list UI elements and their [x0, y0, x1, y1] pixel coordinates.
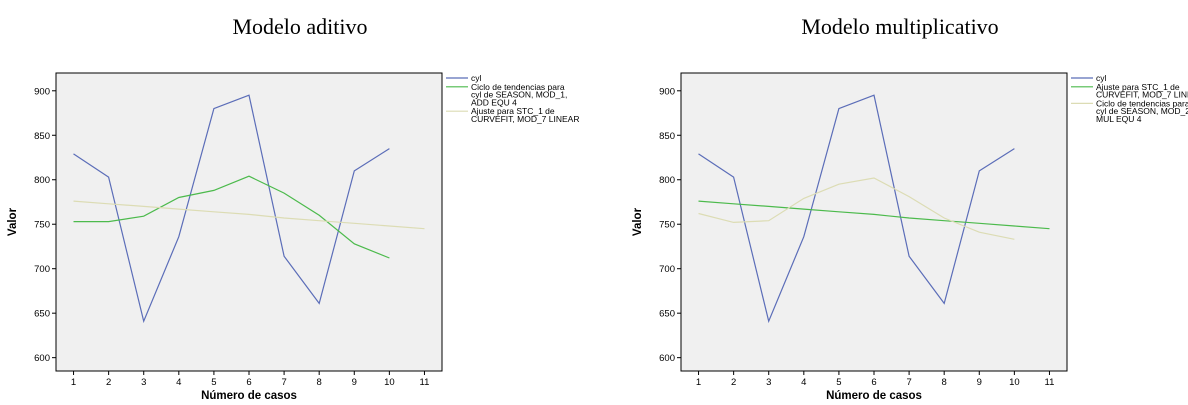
x-tick-label: 3: [141, 377, 146, 388]
y-tick-label: 900: [659, 86, 675, 97]
y-tick-label: 800: [659, 175, 675, 186]
multiplicative-model-chart: 600 650 700 750 800 850 900 1 2 3 4 5 6 7 8 9 10 11 Número…: [632, 72, 1188, 402]
series-line-2: [73, 175, 390, 259]
y-tick-label: 750: [34, 220, 50, 231]
x-axis-title: Número de casos: [201, 390, 297, 402]
y-tick-label: 600: [34, 353, 50, 364]
y-axis-title: Valor: [632, 207, 644, 236]
x-tick-label: 2: [106, 377, 111, 388]
legend-label: Ciclo de tendencias para: [1096, 98, 1188, 108]
x-tick-label: 9: [352, 377, 357, 388]
x-tick-label: 11: [420, 377, 430, 388]
series-line-1: [73, 94, 390, 324]
legend-label: cyl: [1096, 73, 1107, 83]
x-axis-title: Número de casos: [826, 390, 922, 402]
y-tick-label: 650: [659, 309, 675, 320]
additive-model-chart: 600 650 700 750 800 850 900 1 2 3 4 5 6 7 8 9 10 11 Número…: [7, 72, 579, 402]
plot-area: [55, 72, 443, 372]
x-tick-label: 3: [766, 377, 771, 388]
x-tick-label: 5: [211, 377, 216, 388]
x-tick-label: 1: [696, 377, 701, 388]
x-tick-label: 6: [246, 377, 251, 388]
y-tick-label: 750: [659, 220, 675, 231]
legend-label: Ciclo de tendencias para: [471, 82, 565, 92]
x-tick-label: 10: [1009, 377, 1020, 388]
legend-label: cyl de SEASON, MOD_1,: [471, 90, 567, 100]
x-tick-label: 11: [1045, 377, 1055, 388]
legend-label: ADD EQU 4: [471, 97, 517, 107]
y-tick-label: 850: [34, 131, 50, 142]
y-tick-label: 850: [659, 131, 675, 142]
x-tick-label: 8: [317, 377, 322, 388]
legend-label: cyl: [471, 73, 482, 83]
chart-title-multiplicative: Modelo multiplicativo: [801, 14, 999, 39]
y-tick-label: 650: [34, 309, 50, 320]
x-tick-label: 9: [977, 377, 982, 388]
series-line-2: [698, 200, 1050, 230]
legend-label: Ajuste para STC_1 de: [471, 106, 555, 116]
y-tick-label: 700: [659, 264, 675, 275]
y-axis-title: Valor: [7, 207, 19, 236]
y-tick-label: 900: [34, 86, 50, 97]
y-tick-label: 700: [34, 264, 50, 275]
legend-label: cyl de SEASON, MOD_2,: [1096, 106, 1188, 116]
y-tick-label: 600: [659, 353, 675, 364]
x-tick-label: 10: [384, 377, 395, 388]
x-tick-label: 2: [731, 377, 736, 388]
legend-label: Ajuste para STC_1 de: [1096, 82, 1180, 92]
x-tick-label: 4: [176, 377, 181, 388]
legend-label: CURVEFIT, MOD_7 LINEAR: [471, 114, 579, 124]
series-line-3: [73, 200, 425, 230]
x-tick-label: 6: [871, 377, 876, 388]
series-line-3: [698, 177, 1015, 240]
legend-label: CURVEFIT, MOD_7 LINEA: [1096, 90, 1188, 100]
chart-title-additive: Modelo aditivo: [232, 14, 368, 39]
x-tick-label: 5: [836, 377, 841, 388]
x-tick-label: 1: [71, 377, 76, 388]
x-tick-label: 8: [942, 377, 947, 388]
y-tick-label: 800: [34, 175, 50, 186]
series-line-1: [698, 94, 1015, 324]
x-tick-label: 7: [281, 377, 286, 388]
x-tick-label: 4: [801, 377, 806, 388]
legend-label: MUL EQU 4: [1096, 114, 1142, 124]
x-tick-label: 7: [906, 377, 911, 388]
